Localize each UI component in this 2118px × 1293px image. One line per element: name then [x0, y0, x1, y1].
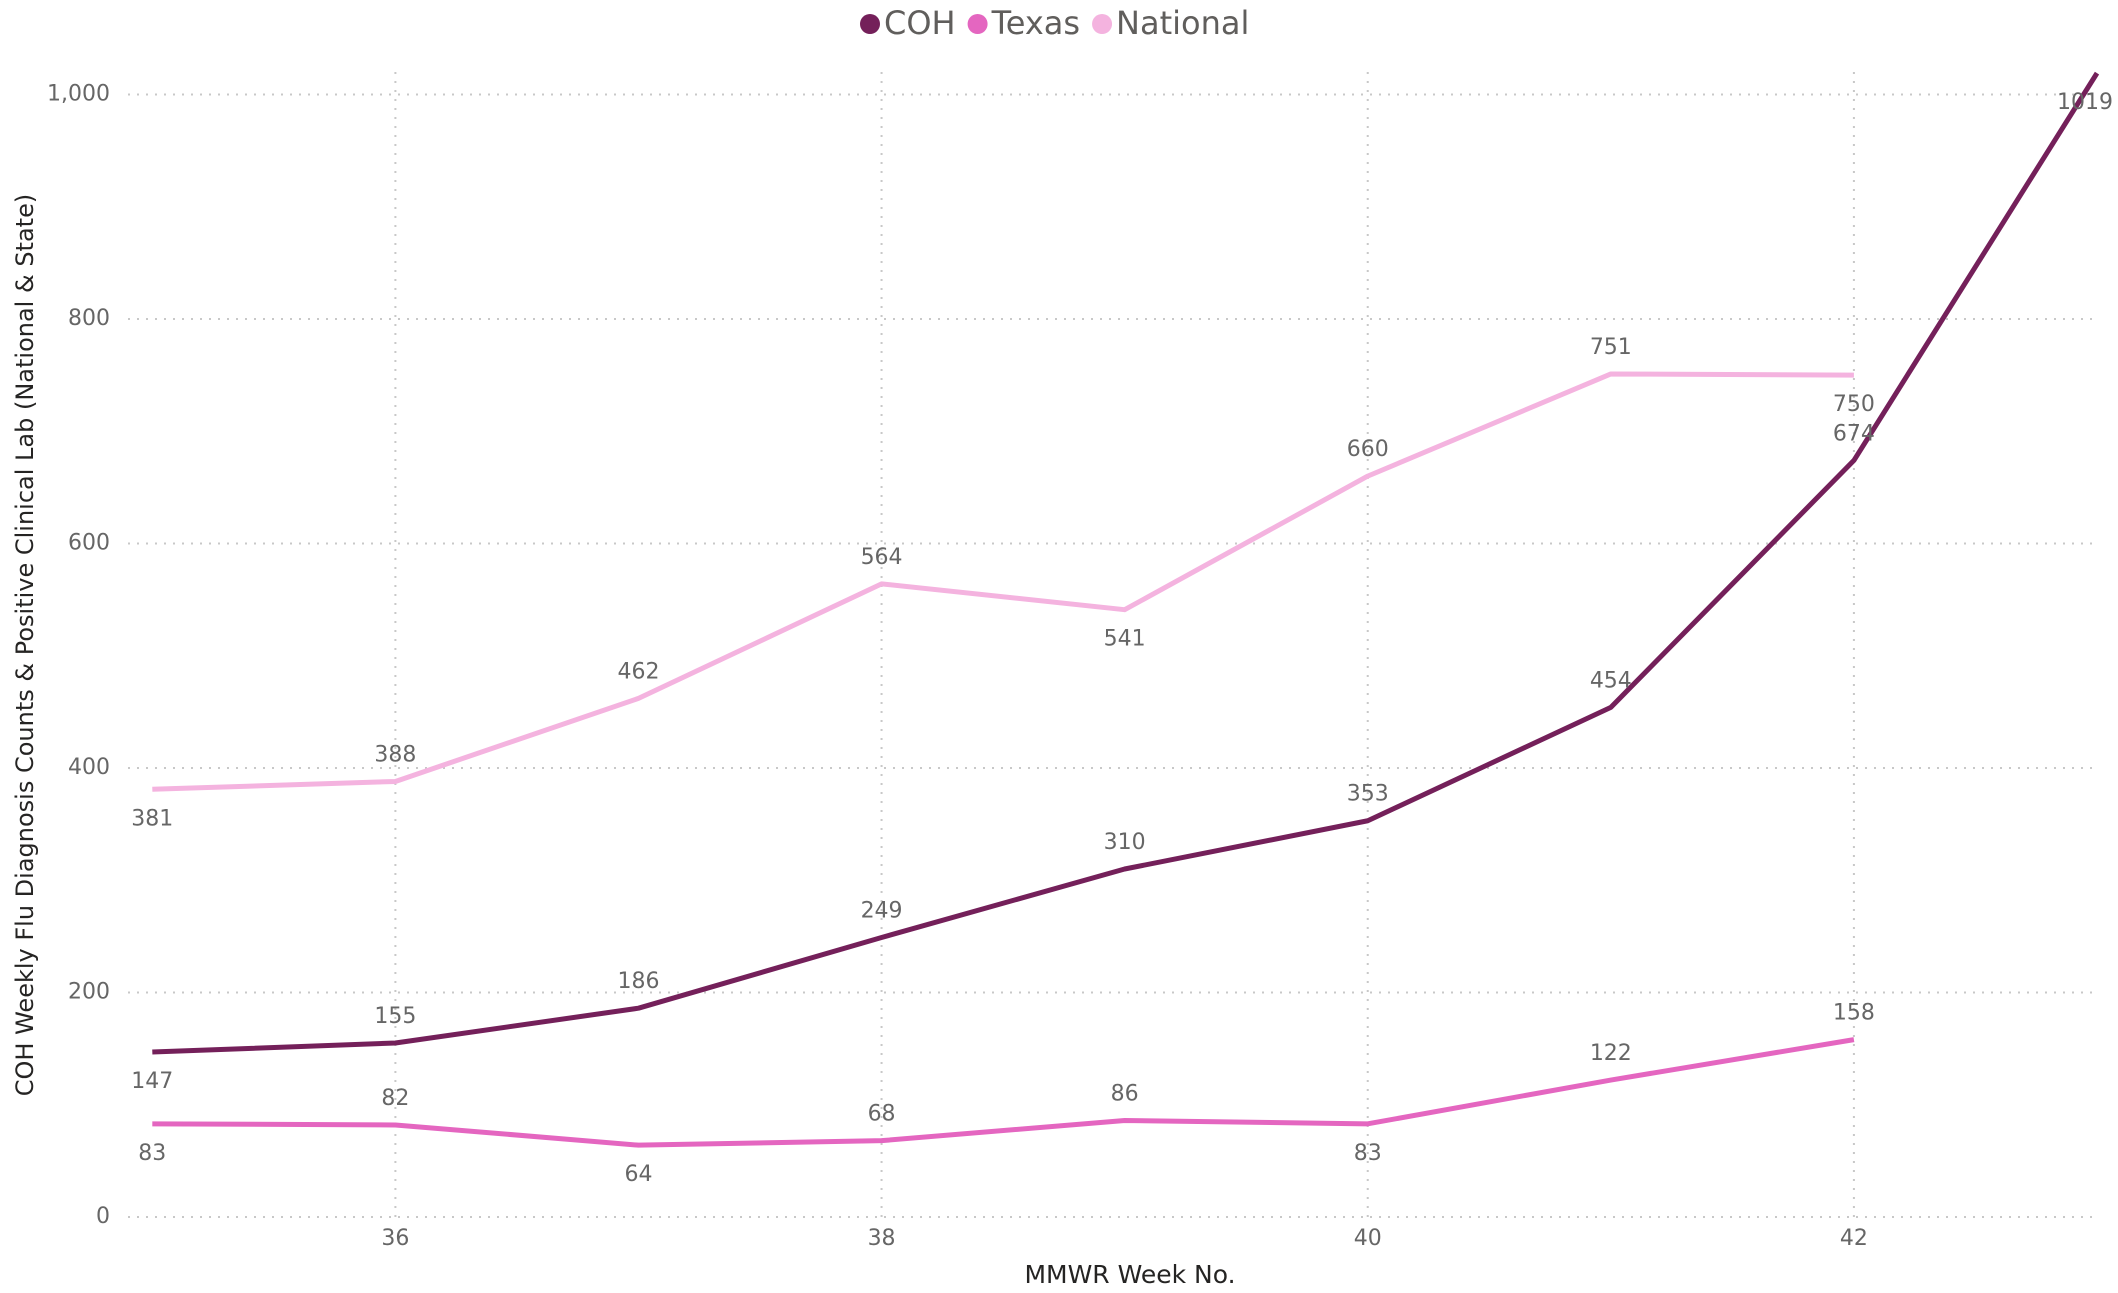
- data-label: 147: [131, 1069, 173, 1094]
- legend-marker: [860, 14, 880, 34]
- data-label: 751: [1590, 335, 1632, 360]
- x-tick-label: 42: [1840, 1226, 1868, 1251]
- y-tick-label: 200: [68, 979, 110, 1004]
- line: [152, 371, 1854, 792]
- data-label: 660: [1347, 437, 1389, 462]
- legend-label: COH: [884, 4, 956, 42]
- data-label: 122: [1590, 1041, 1632, 1066]
- data-label: 83: [1354, 1141, 1382, 1166]
- y-tick-label: 1,000: [47, 81, 110, 106]
- y-tick-label: 400: [68, 755, 110, 780]
- data-label: 388: [374, 742, 416, 767]
- legend-marker: [1092, 14, 1113, 34]
- data-label: 541: [1104, 627, 1146, 652]
- data-label: 462: [617, 659, 659, 684]
- data-label: 381: [131, 806, 173, 831]
- data-label: 564: [861, 545, 903, 570]
- line: [152, 1037, 1855, 1148]
- y-axis-title: COH Weekly Flu Diagnosis Counts & Positi…: [11, 194, 39, 1096]
- data-label: 750: [1833, 392, 1875, 417]
- data-label: 64: [624, 1162, 652, 1187]
- data-label: 158: [1833, 1001, 1875, 1026]
- x-tick-label: 36: [381, 1226, 409, 1251]
- data-label: 1019: [2057, 90, 2113, 115]
- data-label: 310: [1104, 830, 1146, 855]
- data-label: 674: [1833, 421, 1875, 446]
- data-label: 186: [617, 969, 659, 994]
- data-label: 353: [1347, 782, 1389, 807]
- y-tick-label: 0: [96, 1204, 110, 1229]
- legend-marker: [967, 14, 988, 34]
- legend-label: Texas: [991, 4, 1080, 42]
- data-label: 155: [374, 1004, 416, 1029]
- data-label: 82: [381, 1086, 409, 1111]
- x-tick-label: 38: [868, 1226, 896, 1251]
- data-label: 83: [138, 1141, 166, 1166]
- legend-label: National: [1116, 4, 1249, 42]
- data-label: 454: [1590, 668, 1632, 693]
- y-tick-label: 800: [68, 306, 110, 331]
- x-axis-title: MMWR Week No.: [1024, 1260, 1235, 1289]
- line: [152, 71, 2100, 1055]
- y-tick-label: 600: [68, 530, 110, 555]
- data-label: 86: [1111, 1081, 1139, 1106]
- data-label: 68: [868, 1102, 896, 1127]
- data-label: 249: [861, 898, 903, 923]
- x-tick-label: 40: [1354, 1226, 1382, 1251]
